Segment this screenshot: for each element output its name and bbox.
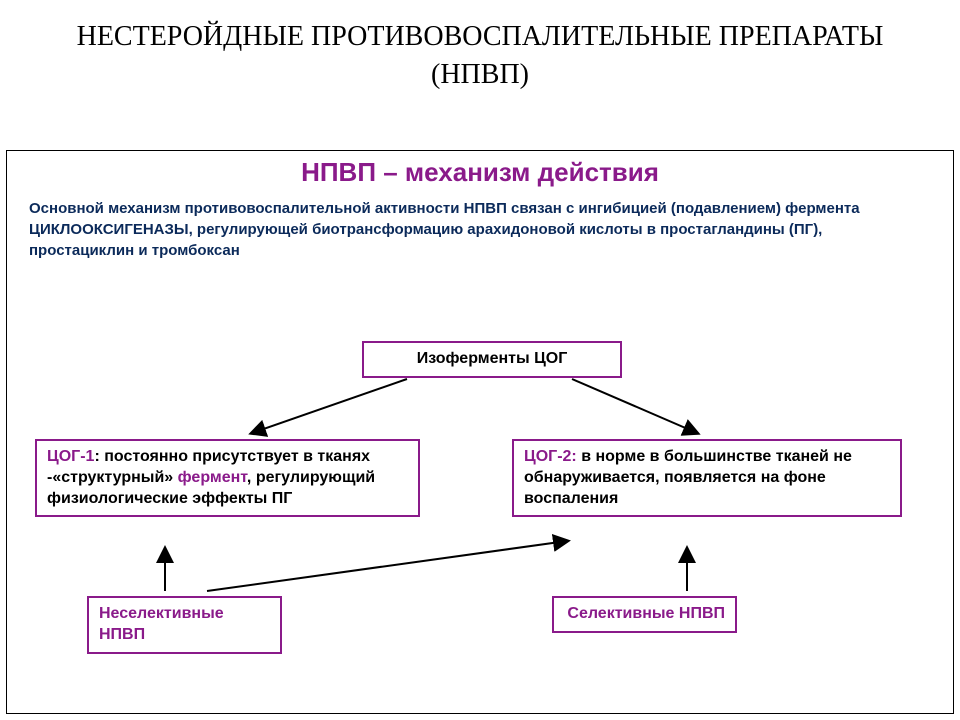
diagram-heading: НПВП – механизм действия [7,151,953,198]
node-isoenzymes: Изоферменты ЦОГ [362,341,622,378]
cog1-prefix: ЦОГ-1 [47,448,94,465]
node-selective: Селективные НПВП [552,596,737,633]
diagram-frame: НПВП – механизм действия Основной механи… [6,150,954,714]
arrow-center-to-cog1 [252,379,407,433]
cog1-emph: фермент [178,469,247,486]
node-isoenzymes-label: Изоферменты ЦОГ [417,350,568,367]
selective-label: Селективные НПВП [567,605,725,622]
arrow-center-to-cog2 [572,379,697,433]
node-nonselective: Неселективные НПВП [87,596,282,654]
arrow-nonselective-to-cog2 [207,541,567,591]
diagram-description: Основной механизм противовоспалительной … [7,198,953,269]
nonselective-label: Неселективные НПВП [99,605,224,643]
cog2-prefix: ЦОГ-2: [524,448,577,465]
node-cog1: ЦОГ-1: постоянно присутствует в тканях -… [35,439,420,517]
slide-title: НЕСТЕРОЙДНЫЕ ПРОТИВОВОСПАЛИТЕЛЬНЫЕ ПРЕПА… [0,0,960,102]
node-cog2: ЦОГ-2: в норме в большинстве тканей не о… [512,439,902,517]
